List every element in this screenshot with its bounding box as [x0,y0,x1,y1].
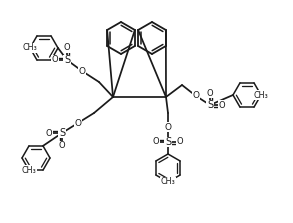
Text: CH₃: CH₃ [254,91,268,99]
Text: O: O [59,142,65,151]
Text: O: O [164,122,171,132]
Text: O: O [219,101,225,109]
Text: O: O [64,43,70,52]
Text: S: S [165,137,171,147]
Text: CH₃: CH₃ [22,166,36,175]
Text: CH₃: CH₃ [161,178,176,186]
Text: S: S [64,55,70,65]
Text: O: O [79,66,86,76]
Text: O: O [207,89,213,97]
Text: O: O [177,138,183,147]
Text: O: O [52,56,58,64]
Text: CH₃: CH₃ [23,43,38,52]
Text: O: O [74,118,81,128]
Text: O: O [193,91,200,101]
Text: O: O [46,128,52,138]
Text: S: S [207,100,213,110]
Text: O: O [153,138,159,147]
Text: S: S [59,128,65,138]
